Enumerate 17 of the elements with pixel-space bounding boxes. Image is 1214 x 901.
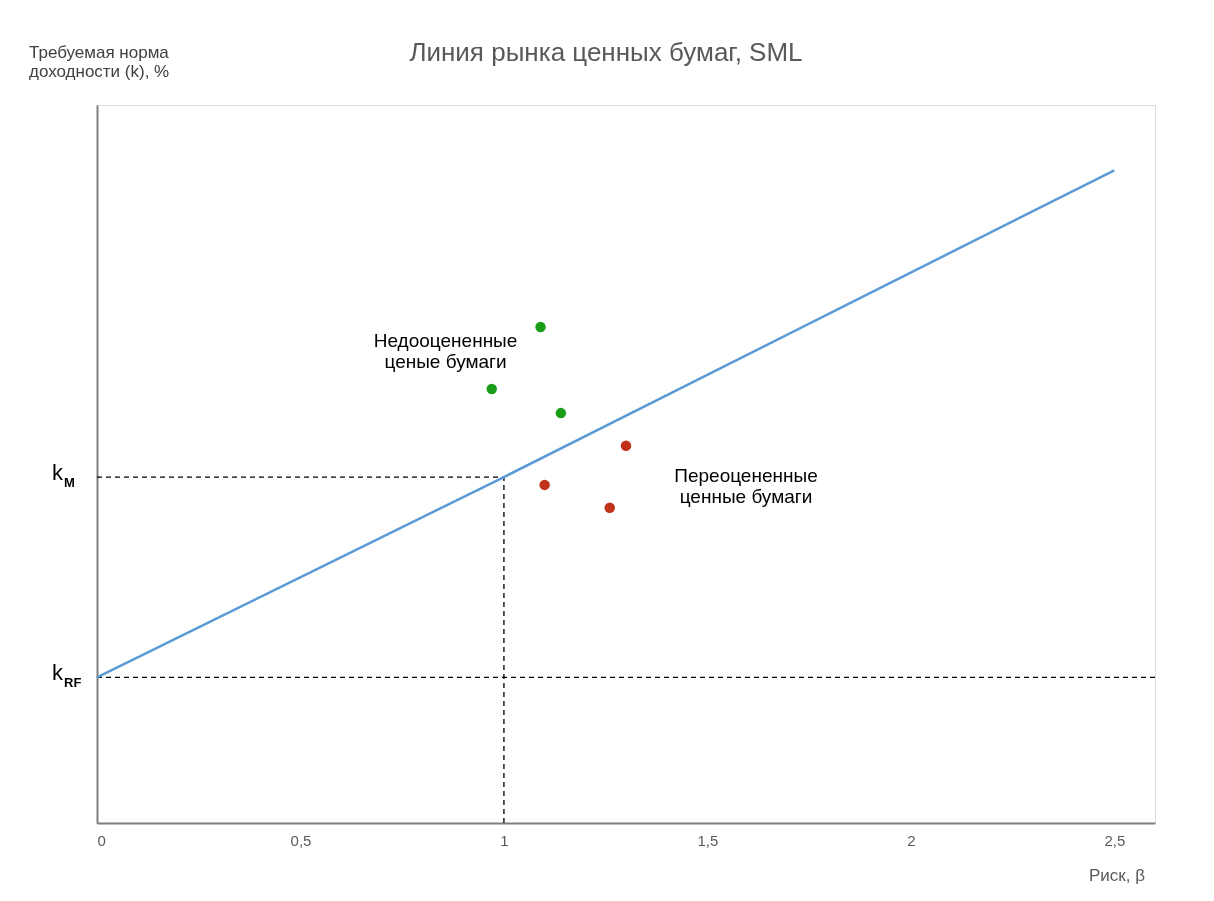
point (539, 479, 550, 491)
point (535, 321, 546, 333)
annotation: Недооцененные ценые бумаги (373, 329, 518, 372)
point (620, 440, 632, 451)
x-tick-label: 1 (500, 831, 509, 849)
point (604, 502, 615, 513)
point (555, 407, 567, 419)
chart-title: Линия рынка ценных бумаг, SML (409, 37, 803, 67)
text: Требуемая норма доходности (k), % (29, 43, 170, 81)
x-tick-label: 2 (907, 831, 916, 849)
x-tick-label: 0 (97, 831, 106, 849)
x-axis-title: Риск, β (1089, 866, 1146, 885)
x-tick-label: 1,5 (697, 831, 719, 849)
x-tick-label: 2,5 (1104, 831, 1126, 849)
x-tick-label: 0,5 (290, 831, 312, 849)
point (486, 383, 497, 395)
annotation: Переоцененные ценные бумаги (674, 464, 818, 507)
